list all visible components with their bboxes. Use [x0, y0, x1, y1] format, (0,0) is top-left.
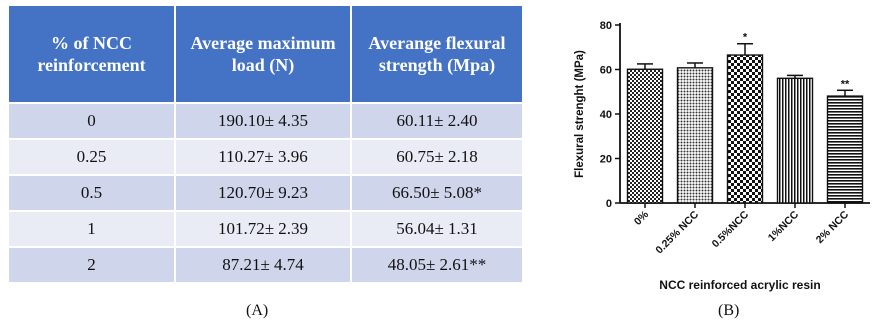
- y-tick-label: 0: [606, 198, 612, 210]
- flexural-strength-chart: 0 20 40 60 80 Flexural strenght (MPa) 0% 0.25% …: [574, 20, 870, 292]
- cell-ncc-percent: 0: [9, 102, 176, 139]
- cell-max-load: 87.21± 4.74: [175, 246, 352, 282]
- table-header-row: % of NCC reinforcement Average maximum l…: [9, 6, 522, 103]
- table-row: 0.25 110.27± 3.96 60.75± 2.18: [9, 138, 522, 175]
- cell-flexural-strength: 60.75± 2.18: [351, 138, 522, 175]
- y-tick-label: 40: [600, 109, 612, 121]
- x-tick-label: 0.25% NCC: [653, 208, 701, 256]
- cell-max-load: 101.72± 2.39: [175, 210, 352, 247]
- x-tick-label: 2% NCC: [814, 208, 852, 246]
- x-tick-label: 1%NCC: [766, 208, 802, 244]
- significance-marker: **: [841, 78, 850, 90]
- cell-max-load: 190.10± 4.35: [175, 102, 352, 139]
- x-tick-label: 0%: [632, 208, 652, 228]
- y-axis-label: Flexural strenght (MPa): [574, 50, 586, 178]
- cell-ncc-percent: 0.25: [9, 138, 176, 175]
- y-tick-label: 80: [600, 20, 612, 32]
- table-row: 0 190.10± 4.35 60.11± 2.40: [9, 102, 522, 139]
- cell-max-load: 120.70± 9.23: [175, 174, 352, 211]
- x-tick-label: 0.5%NCC: [710, 208, 752, 250]
- panel-label-a: (A): [246, 302, 269, 319]
- table-row: 0.5 120.70± 9.23 66.50± 5.08*: [9, 174, 522, 211]
- table-row: 1 101.72± 2.39 56.04± 1.31: [9, 210, 522, 247]
- header-flexural-strength: Averange flexural strength (Mpa): [351, 6, 522, 103]
- header-average-max-load: Average maximum load (N): [175, 6, 352, 103]
- table-row: 2 87.21± 4.74 48.05± 2.61**: [9, 246, 522, 282]
- cell-ncc-percent: 2: [9, 246, 176, 282]
- cell-max-load: 110.27± 3.96: [175, 138, 352, 175]
- results-table-panel: % of NCC reinforcement Average maximum l…: [9, 6, 522, 287]
- cell-flexural-strength: 56.04± 1.31: [351, 210, 522, 247]
- bar: [626, 68, 664, 204]
- panel-label-b: (B): [718, 302, 740, 319]
- significance-marker: *: [743, 32, 748, 44]
- bar: [676, 67, 714, 204]
- bar: [726, 54, 764, 204]
- y-tick-label: 20: [600, 154, 612, 166]
- results-table: % of NCC reinforcement Average maximum l…: [9, 6, 522, 282]
- cell-flexural-strength: 48.05± 2.61**: [351, 246, 522, 282]
- header-ncc-percent: % of NCC reinforcement: [9, 6, 176, 103]
- y-tick-label: 60: [600, 65, 612, 77]
- bar: [776, 77, 814, 204]
- cell-flexural-strength: 60.11± 2.40: [351, 102, 522, 139]
- bar: [826, 95, 864, 204]
- x-axis-label: NCC reinforced acrylic resin: [659, 278, 820, 292]
- cell-ncc-percent: 1: [9, 210, 176, 247]
- cell-ncc-percent: 0.5: [9, 174, 176, 211]
- cell-flexural-strength: 66.50± 5.08*: [351, 174, 522, 211]
